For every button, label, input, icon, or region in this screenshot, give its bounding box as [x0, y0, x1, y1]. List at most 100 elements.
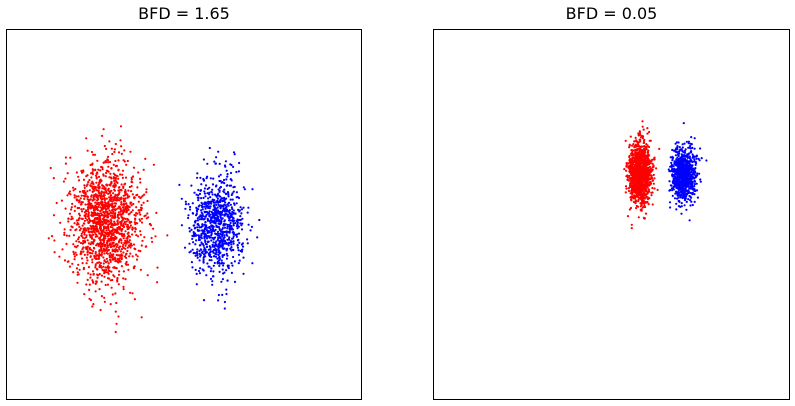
scatter-point	[206, 217, 209, 220]
scatter-point	[97, 244, 100, 247]
scatter-point	[656, 188, 659, 191]
scatter-point	[217, 150, 220, 153]
scatter-point	[219, 204, 222, 207]
scatter-point	[680, 174, 683, 177]
scatter-point	[686, 156, 689, 159]
scatter-point	[196, 256, 199, 259]
scatter-point	[203, 232, 206, 235]
scatter-point	[115, 253, 118, 257]
scatter-point	[120, 196, 123, 199]
scatter-point	[223, 234, 226, 237]
scatter-point	[102, 173, 105, 176]
scatter-point	[198, 259, 201, 262]
scatter-point	[210, 190, 213, 193]
scatter-point	[652, 164, 655, 167]
scatter-point	[127, 219, 130, 222]
scatter-point	[83, 197, 86, 200]
scatter-point	[675, 172, 678, 175]
scatter-point	[141, 194, 144, 197]
scatter-point	[227, 204, 230, 207]
scatter-point	[687, 170, 690, 173]
scatter-point	[206, 202, 209, 205]
scatter-point	[77, 175, 80, 178]
scatter-point	[645, 143, 648, 146]
scatter-point	[695, 182, 698, 185]
scatter-point	[120, 248, 123, 251]
scatter-point	[69, 228, 72, 231]
scatter-point	[232, 255, 235, 259]
scatter-point	[649, 167, 653, 170]
scatter-point	[642, 184, 645, 187]
scatter-point	[627, 189, 631, 193]
scatter-point	[79, 197, 82, 200]
scatter-point	[633, 191, 637, 194]
scatter-point	[216, 245, 219, 248]
scatter-point	[633, 170, 637, 173]
scatter-point	[102, 184, 105, 188]
scatter-point	[100, 180, 103, 183]
scatter-point	[676, 194, 679, 197]
scatter-point	[104, 210, 108, 213]
scatter-point	[150, 236, 153, 240]
scatter-point	[235, 202, 238, 205]
axes-frame	[433, 29, 790, 400]
scatter-point	[199, 267, 202, 270]
scatter-point	[104, 203, 107, 206]
scatter-point	[221, 293, 224, 296]
scatter-point	[637, 198, 640, 201]
scatter-point	[124, 278, 127, 281]
scatter-point	[676, 162, 679, 165]
scatter-point	[204, 226, 207, 229]
scatter-point	[220, 262, 223, 265]
scatter-point	[202, 179, 205, 182]
scatter-point	[121, 206, 124, 209]
scatter-point	[210, 239, 213, 242]
scatter-point	[127, 231, 130, 234]
scatter-point	[92, 303, 95, 306]
scatter-point	[649, 169, 652, 172]
scatter-point	[156, 266, 159, 269]
scatter-point	[683, 167, 686, 171]
scatter-point	[688, 219, 691, 222]
scatter-point	[88, 189, 91, 192]
scatter-point	[207, 240, 210, 244]
scatter-point	[213, 160, 216, 163]
scatter-point	[215, 250, 218, 254]
scatter-point	[109, 203, 112, 206]
scatter-point	[72, 189, 75, 192]
scatter-point	[206, 204, 209, 207]
scatter-point	[107, 161, 110, 164]
scatter-point	[208, 225, 211, 229]
scatter-point	[106, 235, 109, 238]
scatter-point	[223, 196, 226, 199]
scatter-point	[97, 189, 100, 193]
scatter-point	[124, 188, 127, 192]
scatter-point	[114, 248, 117, 251]
scatter-point	[68, 212, 72, 215]
scatter-point	[225, 269, 228, 272]
scatter-point	[111, 226, 114, 229]
scatter-point	[117, 186, 121, 189]
scatter-point	[688, 166, 691, 169]
scatter-point	[217, 201, 220, 204]
scatter-point	[229, 224, 232, 227]
scatter-point	[115, 231, 118, 234]
scatter-point	[139, 268, 142, 271]
scatter-series-0	[623, 120, 661, 230]
scatter-point	[126, 224, 129, 228]
scatter-point	[82, 229, 85, 232]
scatter-point	[125, 220, 128, 223]
scatter-plot-area	[433, 29, 790, 400]
scatter-point	[216, 217, 219, 220]
scatter-point	[99, 169, 102, 172]
scatter-point	[682, 192, 685, 195]
scatter-point	[633, 188, 636, 191]
scatter-point	[99, 264, 102, 268]
scatter-point	[107, 223, 110, 227]
scatter-point	[124, 205, 127, 208]
scatter-point	[89, 276, 92, 279]
scatter-point	[85, 283, 88, 286]
scatter-point	[116, 216, 119, 219]
scatter-point	[64, 177, 67, 180]
scatter-point	[129, 291, 132, 294]
